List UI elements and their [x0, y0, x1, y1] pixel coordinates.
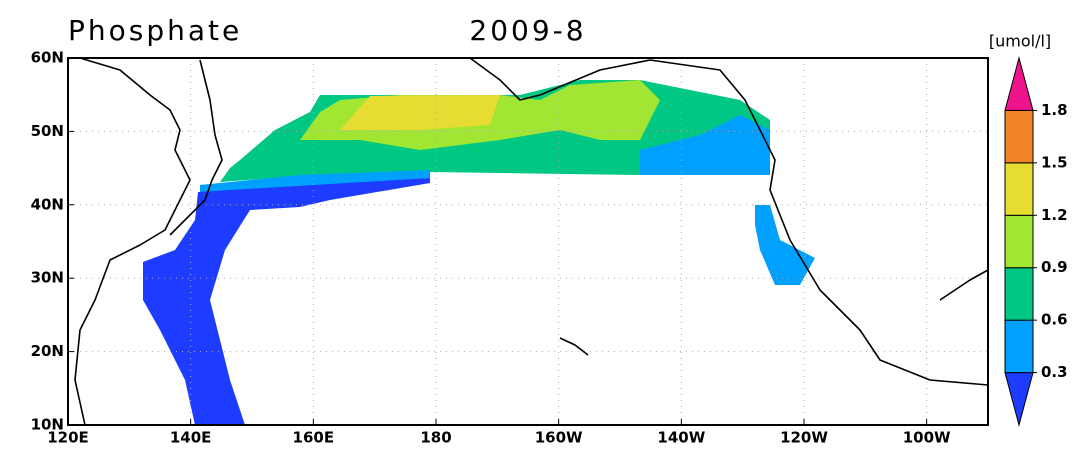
- colorbar-label: 0.6: [1041, 311, 1068, 329]
- colorbar-label: 1.8: [1041, 101, 1068, 119]
- coastline: [559, 337, 589, 356]
- colorbar-label: 0.3: [1041, 363, 1068, 381]
- x-tick-label: 100W: [903, 429, 951, 447]
- x-tick-label: 140W: [657, 429, 705, 447]
- x-tick-label: 160E: [293, 429, 335, 447]
- colorbar-segment: [1004, 109, 1034, 164]
- colorbar-label: 1.5: [1041, 153, 1068, 171]
- x-tick-label: 120E: [47, 429, 89, 447]
- colorbar-label: 1.2: [1041, 206, 1068, 224]
- x-tick-label: 120W: [780, 429, 828, 447]
- y-tick-label: 60N: [31, 49, 64, 67]
- data-regions: [143, 80, 815, 425]
- coastlines: [74, 57, 989, 426]
- title: Phosphate: [68, 14, 242, 47]
- colorbar-cap: [1004, 372, 1034, 427]
- coastline: [469, 57, 989, 386]
- plot-frame: [67, 57, 989, 426]
- coastline: [169, 59, 223, 236]
- x-tick-label: 180: [420, 429, 451, 447]
- coastline: [939, 269, 989, 301]
- axes: 120E 140E 160E 180 160W 140W 120W 100W 60N 50N 40N…: [31, 49, 951, 447]
- colorbar-segment: [1004, 214, 1034, 269]
- x-tick-label: 160W: [535, 429, 583, 447]
- date: 2009-8: [469, 14, 586, 47]
- x-tick-label: 140E: [170, 429, 212, 447]
- colorbar-cap: [1004, 56, 1034, 111]
- y-tick-label: 20N: [31, 342, 64, 360]
- y-tick-label: 30N: [31, 269, 64, 287]
- colorbar-segment: [1004, 162, 1034, 216]
- region: [640, 115, 770, 175]
- y-tick-label: 10N: [31, 416, 64, 434]
- colorbar-segment: [1004, 267, 1034, 321]
- colorbar-segment: [1004, 319, 1034, 374]
- region: [755, 205, 815, 285]
- region: [143, 178, 430, 425]
- y-tick-label: 40N: [31, 195, 64, 213]
- colorbar-label: 0.9: [1041, 258, 1068, 276]
- region: [340, 95, 500, 130]
- coastline: [74, 57, 191, 426]
- colorbar: 0.3 0.6 0.9 1.2 1.5 1.8: [1004, 56, 1068, 427]
- units: [umol/l]: [989, 32, 1051, 51]
- y-tick-label: 50N: [31, 122, 64, 140]
